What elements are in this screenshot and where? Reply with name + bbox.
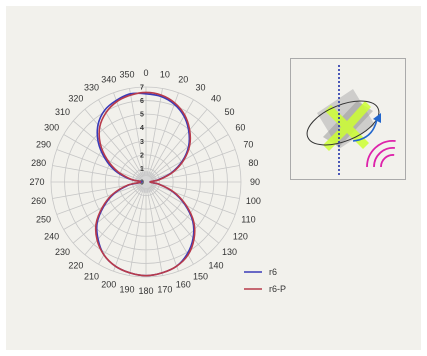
grid-spoke xyxy=(151,182,240,199)
radio-wave-arc xyxy=(380,154,395,168)
angle-tick-label: 240 xyxy=(44,232,59,242)
rotation-ellipse xyxy=(306,100,380,146)
grid-spoke xyxy=(129,187,146,276)
grid-spoke xyxy=(150,120,220,179)
radio-wave-arc xyxy=(373,147,395,168)
angle-tick-label: 120 xyxy=(233,232,248,242)
angle-tick-label: 50 xyxy=(224,107,234,117)
angle-tick-label: 10 xyxy=(160,70,170,80)
angle-tick-label: 320 xyxy=(68,94,83,104)
radial-tick-label: 3 xyxy=(140,139,144,146)
angle-tick-label: 80 xyxy=(248,158,258,168)
angle-tick-label: 90 xyxy=(250,177,260,187)
grid-spoke xyxy=(129,88,146,177)
grid-spoke xyxy=(151,165,240,182)
grid-spoke xyxy=(151,183,236,215)
orientation-inset xyxy=(290,58,406,180)
angle-tick-label: 130 xyxy=(222,247,237,257)
grid-spoke xyxy=(98,186,144,265)
legend: r6 r6-P xyxy=(244,267,286,294)
grid-spoke xyxy=(149,108,208,178)
angle-tick-label: 280 xyxy=(31,158,46,168)
radial-tick-label: 4 xyxy=(140,125,144,132)
antenna-orientation-icon xyxy=(306,65,396,177)
grid-spoke xyxy=(148,186,194,265)
radio-wave-arc xyxy=(366,140,396,168)
angle-tick-label: 60 xyxy=(235,123,245,133)
grid-spoke xyxy=(150,184,229,230)
angle-tick-label: 330 xyxy=(84,83,99,93)
center-hub xyxy=(135,171,157,193)
polar-grid xyxy=(50,86,242,278)
grid-spoke xyxy=(113,92,145,177)
angle-tick-label: 250 xyxy=(36,214,51,224)
chart-panel: 0 10 20 30 40 50 60 70 80 90 100 110 120 130 140 150 160… xyxy=(6,6,421,350)
angle-tick-label: 260 xyxy=(31,196,46,206)
angle-tick-label: 300 xyxy=(44,123,59,133)
grid-spoke xyxy=(148,99,194,178)
angle-tick-label: 40 xyxy=(211,94,221,104)
grid-spoke xyxy=(147,187,179,272)
angle-tick-label: 230 xyxy=(55,247,70,257)
radial-tick-labels: 0 1 2 3 4 5 6 7 xyxy=(140,85,144,187)
radial-tick-label: 2 xyxy=(140,152,144,159)
angle-tick-label: 170 xyxy=(157,284,172,294)
angle-tick-label: 340 xyxy=(101,75,116,85)
angle-tick-label: 190 xyxy=(120,284,135,294)
grid-spoke xyxy=(147,92,179,177)
angle-tick-label: 200 xyxy=(101,279,116,289)
rotation-arrow xyxy=(352,118,378,142)
polar-chart: 0 10 2030405060708090100110120130140150160… xyxy=(29,68,286,296)
grid-spoke xyxy=(98,99,144,178)
angle-tick-label: 310 xyxy=(55,107,70,117)
grid-spoke xyxy=(56,183,141,215)
grid-spoke xyxy=(56,149,141,181)
angle-tick-label: 20 xyxy=(178,75,188,85)
grid-spoke xyxy=(113,187,145,272)
radial-tick-label: 7 xyxy=(140,85,144,92)
angle-tick-label: 160 xyxy=(176,279,191,289)
arrow-head xyxy=(373,113,381,123)
grid-spoke xyxy=(146,187,163,276)
grid-spoke xyxy=(84,108,143,178)
angle-tick-label: 70 xyxy=(243,140,253,150)
angle-tick-label: 140 xyxy=(209,260,224,270)
angle-tick-labels: 0 10 2030405060708090100110120130140150160… xyxy=(29,68,260,296)
radial-tick-label: 5 xyxy=(140,112,144,119)
angle-tick-label: 100 xyxy=(246,196,261,206)
angle-tick-label: 150 xyxy=(193,271,208,281)
angle-tick-label: 290 xyxy=(36,140,51,150)
angle-tick-label: 220 xyxy=(68,260,83,270)
radial-tick-label: 6 xyxy=(140,98,144,105)
legend-label: r6-P xyxy=(269,284,286,294)
grid-spoke xyxy=(72,185,142,244)
grid-spoke xyxy=(150,134,229,180)
highlight-cross xyxy=(323,101,371,151)
angle-tick-label: 180 xyxy=(138,286,153,296)
grid-spoke xyxy=(52,165,141,182)
angle-tick-label: 270 xyxy=(29,177,44,187)
angle-tick-label: 110 xyxy=(241,214,255,224)
grid-spoke xyxy=(146,88,163,177)
legend-label: r6 xyxy=(269,267,277,277)
grid-spoke xyxy=(72,120,142,179)
series-line-r6-P xyxy=(94,91,196,277)
angle-tick-label: 0 xyxy=(143,68,148,78)
radial-tick-label: 0 xyxy=(140,180,144,187)
angle-tick-label: 210 xyxy=(84,271,99,281)
grid-spoke xyxy=(151,149,236,181)
grid-spoke xyxy=(149,186,208,256)
grid-spoke xyxy=(150,185,220,244)
grid-spoke xyxy=(63,134,142,180)
angle-tick-label: 30 xyxy=(195,83,205,93)
angle-tick-label: 350 xyxy=(120,70,135,80)
series-lines xyxy=(94,91,196,277)
grid-spoke xyxy=(84,186,143,256)
radial-tick-label: 1 xyxy=(140,166,144,173)
